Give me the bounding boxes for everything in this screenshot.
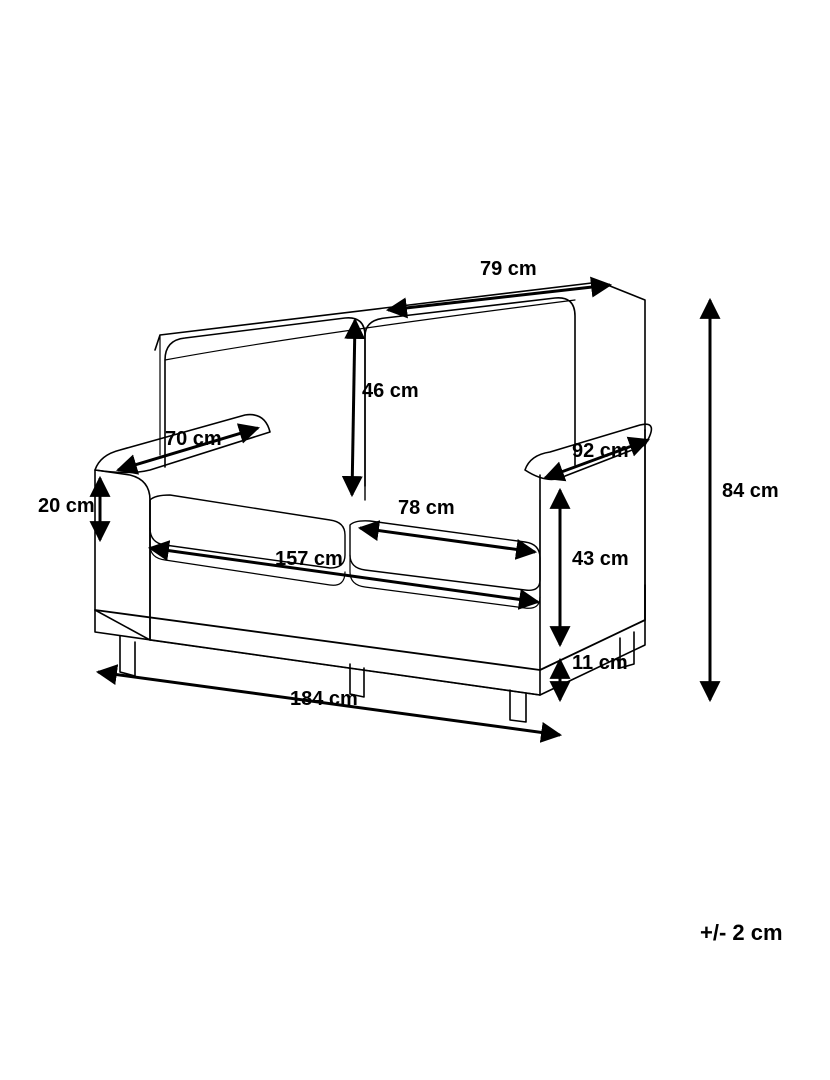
dim-arm-depth-r: 92 cm: [572, 440, 629, 463]
dim-back-height: 46 cm: [362, 380, 419, 403]
dim-arm-depth-l: 70 cm: [165, 428, 222, 451]
sofa-diagram-svg: [0, 0, 830, 1080]
dim-leg-height: 11 cm: [572, 652, 628, 675]
dim-total-width: 184 cm: [290, 688, 358, 711]
dim-arm-height: 20 cm: [38, 495, 95, 518]
dim-seat-width: 157 cm: [275, 548, 343, 571]
tolerance-note: +/- 2 cm: [700, 920, 783, 946]
dim-back-width: 79 cm: [480, 258, 537, 281]
dim-seat-cushion: 78 cm: [398, 497, 455, 520]
dim-total-height: 84 cm: [722, 480, 779, 503]
dim-seat-height: 43 cm: [572, 548, 629, 571]
diagram-stage: 79 cm 46 cm 70 cm 92 cm 78 cm 20 cm 157 …: [0, 0, 830, 1080]
